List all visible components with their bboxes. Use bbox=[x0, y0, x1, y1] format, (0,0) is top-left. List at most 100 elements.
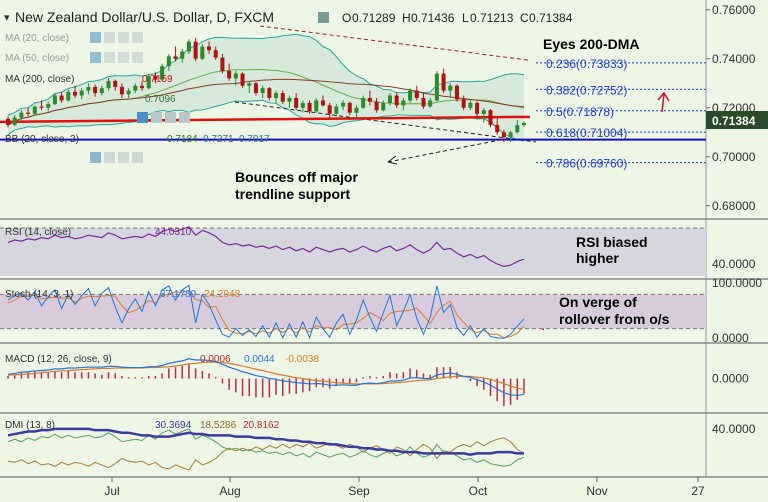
rsi-line bbox=[7, 226, 525, 268]
candle-body-38 bbox=[260, 88, 265, 94]
candle-body-34 bbox=[233, 73, 238, 79]
candle-body-36 bbox=[247, 83, 252, 86]
legend-bb-hide-icon[interactable] bbox=[151, 112, 162, 123]
candle-body-64 bbox=[434, 73, 439, 101]
upper-trendline bbox=[259, 25, 529, 61]
dmi-tick-40: 40.0000 bbox=[712, 422, 756, 436]
macd-legend-macd: 0.0044 bbox=[244, 354, 275, 365]
legend-bb-mid: 0.7184 bbox=[167, 134, 198, 145]
macd-line bbox=[7, 358, 525, 396]
legend-extra-close-icon[interactable] bbox=[118, 152, 129, 163]
legend-extra-icons bbox=[90, 152, 143, 163]
legend-ma20-label: MA (20, close) bbox=[5, 33, 69, 44]
ohlc-l-label: L bbox=[462, 11, 469, 25]
candle-body-50 bbox=[341, 102, 346, 107]
fib-label-2: 0.5(0.71878) bbox=[546, 105, 614, 119]
candle-body-14 bbox=[99, 88, 104, 94]
legend-extra-settings-icon[interactable] bbox=[90, 152, 101, 163]
legend-bb-menu-icon[interactable] bbox=[179, 112, 190, 123]
rsi-legend-label: RSI (14, close) bbox=[5, 227, 71, 238]
legend-ma50: MA (50, close) bbox=[5, 52, 143, 64]
candle-body-70 bbox=[475, 102, 480, 114]
candle-body-4 bbox=[32, 106, 37, 114]
price-axis bbox=[706, 0, 768, 502]
candle-body-24 bbox=[166, 56, 171, 67]
candle-body-57 bbox=[387, 95, 392, 103]
x-tick-label-4: Nov bbox=[586, 484, 607, 498]
ohlc-l-value: 0.71213 bbox=[470, 11, 514, 25]
chart-header: ▾ New Zealand Dollar/U.S. Dollar, D, FXC… bbox=[4, 9, 573, 25]
legend-bb-close-icon[interactable] bbox=[165, 112, 176, 123]
candle-body-7 bbox=[52, 95, 57, 105]
fib-label-1: 0.382(0.72752) bbox=[546, 83, 627, 97]
candle-body-65 bbox=[441, 73, 446, 91]
legend-ma50-menu-icon[interactable] bbox=[132, 52, 143, 63]
candles bbox=[5, 37, 527, 143]
dmi-indicator: 40.0000 bbox=[7, 422, 756, 471]
lower-trendline bbox=[234, 101, 537, 143]
legend-bb-settings-icon[interactable] bbox=[137, 112, 148, 123]
candle-body-1 bbox=[12, 117, 17, 125]
fib-label-4: 0.786(0.69760) bbox=[546, 157, 627, 171]
stoch-legend-d: 24.2948 bbox=[204, 289, 241, 300]
legend-ma200: MA (200, close) 0.7159 bbox=[5, 74, 173, 85]
candle-body-18 bbox=[126, 90, 131, 95]
candle-body-45 bbox=[307, 102, 312, 112]
candle-body-6 bbox=[46, 104, 51, 108]
legend-ma50-settings-icon[interactable] bbox=[90, 52, 101, 63]
header-settings-icon[interactable] bbox=[318, 12, 329, 23]
collapse-chevron-icon[interactable]: ▾ bbox=[4, 12, 10, 24]
last-price-tag bbox=[706, 111, 768, 129]
candle-body-15 bbox=[106, 80, 111, 89]
legend-extra-hide-icon[interactable] bbox=[104, 152, 115, 163]
candle-body-37 bbox=[253, 83, 258, 94]
dmi-legend-plus: 30.3694 bbox=[155, 420, 192, 431]
legend-ma20-close-icon[interactable] bbox=[118, 32, 129, 43]
candle-body-13 bbox=[93, 86, 98, 94]
ohlc-o-label: O bbox=[342, 11, 351, 25]
annotation-stoch-1: On verge of bbox=[559, 294, 637, 310]
candle-body-58 bbox=[394, 95, 399, 106]
candle-body-66 bbox=[448, 85, 453, 91]
candle-body-54 bbox=[367, 97, 372, 102]
candle-body-56 bbox=[381, 102, 386, 111]
candle-body-74 bbox=[501, 132, 506, 138]
candle-body-8 bbox=[59, 95, 64, 101]
legend-ma20-settings-icon[interactable] bbox=[90, 32, 101, 43]
x-tick-label-0: Jul bbox=[104, 484, 119, 498]
x-tick-label-3: Oct bbox=[469, 484, 488, 498]
candle-body-30 bbox=[207, 46, 212, 51]
candle-body-51 bbox=[347, 102, 352, 113]
chart-title: New Zealand Dollar/U.S. Dollar, D, FXCM bbox=[15, 9, 274, 25]
fib-label-3: 0.618(0.71004) bbox=[546, 126, 627, 140]
candle-body-2 bbox=[19, 112, 24, 118]
candle-body-19 bbox=[133, 85, 138, 91]
legend-ma50-hide-icon[interactable] bbox=[104, 52, 115, 63]
candle-body-48 bbox=[327, 105, 332, 114]
y-tick-label-0: 0.76000 bbox=[712, 3, 756, 17]
time-axis-ticks: Jul Aug Sep Oct Nov 27 bbox=[104, 477, 705, 498]
candle-body-32 bbox=[220, 57, 225, 72]
dmi-panel bbox=[0, 414, 706, 476]
candle-body-49 bbox=[334, 106, 339, 114]
candle-body-27 bbox=[186, 41, 191, 52]
legend-ma50-label: MA (50, close) bbox=[5, 53, 69, 64]
candle-body-47 bbox=[320, 100, 325, 106]
candle-body-69 bbox=[468, 102, 473, 108]
legend-ma20-hide-icon[interactable] bbox=[104, 32, 115, 43]
legend-ma20-menu-icon[interactable] bbox=[132, 32, 143, 43]
x-tick-label-1: Aug bbox=[219, 484, 240, 498]
legend-bb-label: BB (20, close, 2) bbox=[5, 134, 79, 145]
macd-legend-hist: 0.0006 bbox=[200, 354, 231, 365]
fib-label-0: 0.236(0.73833) bbox=[546, 57, 627, 71]
candle-body-46 bbox=[314, 100, 319, 112]
legend-extra-menu-icon[interactable] bbox=[132, 152, 143, 163]
dmi-adx-line bbox=[7, 427, 524, 456]
stoch-tick-0: 0.0000 bbox=[712, 331, 749, 345]
ohlc-h-value: 0.71436 bbox=[411, 11, 455, 25]
legend-ma50-close-icon[interactable] bbox=[118, 52, 129, 63]
dmi-minus-line bbox=[7, 437, 525, 471]
annotation-bounce-1: Bounces off major bbox=[235, 169, 358, 185]
macd-legend-label: MACD (12, 26, close, 9) bbox=[5, 354, 112, 365]
macd-legend-signal: -0.0038 bbox=[285, 354, 319, 365]
